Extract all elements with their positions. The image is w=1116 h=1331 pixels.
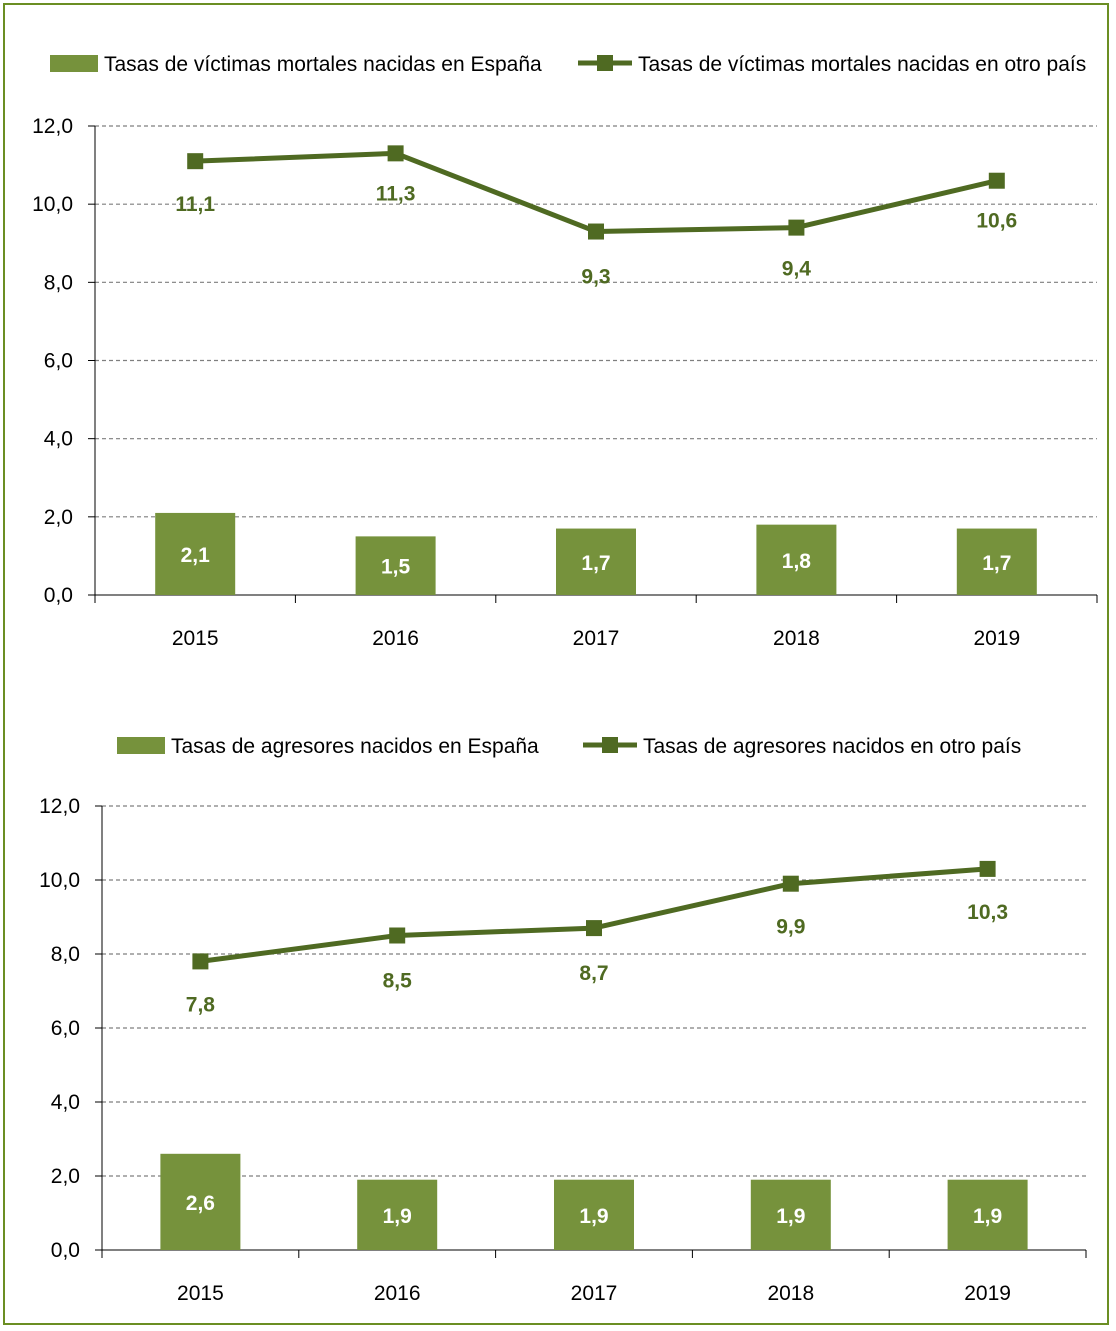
line-data-label: 10,6 [976, 210, 1017, 233]
x-tick-label: 2015 [177, 1282, 224, 1305]
y-tick-label: 0,0 [44, 584, 73, 607]
line-marker [788, 219, 805, 236]
line-marker [192, 953, 209, 970]
y-tick-label: 10,0 [39, 869, 80, 892]
line-data-label: 9,3 [581, 266, 610, 289]
bar [155, 512, 236, 595]
line-data-label: 7,8 [186, 993, 216, 1016]
series-line [200, 866, 988, 964]
bar-data-label: 1,9 [579, 1205, 608, 1228]
line-data-label: 8,7 [579, 962, 608, 985]
bar [947, 1179, 1028, 1250]
series-line [195, 150, 998, 235]
line-marker [979, 860, 996, 877]
line-marker [782, 875, 799, 892]
line-data-label: 10,3 [967, 901, 1008, 924]
x-tick-label: 2019 [973, 627, 1020, 650]
legend-swatch-bar [50, 55, 98, 72]
y-tick-label: 4,0 [44, 428, 73, 451]
y-tick-label: 0,0 [51, 1239, 80, 1262]
bar [357, 1179, 438, 1250]
bar-data-label: 1,9 [383, 1205, 412, 1228]
bar [554, 1179, 634, 1250]
legend-swatch-marker [602, 737, 618, 753]
bar [556, 528, 636, 595]
legend-label-bar: Tasas de agresores nacidos en España [171, 735, 539, 758]
y-tick-label: 6,0 [44, 350, 73, 373]
bar-data-label: 1,9 [973, 1205, 1002, 1228]
line-marker [988, 172, 1005, 189]
line-marker [389, 927, 406, 944]
y-tick-label: 10,0 [32, 193, 73, 216]
line-data-label: 11,3 [376, 182, 416, 205]
y-tick-label: 12,0 [39, 795, 80, 818]
chart-aggressors: Tasas de agresores nacidos en España Tas… [39, 735, 1087, 1305]
bar-data-label: 2,6 [186, 1192, 215, 1215]
bar-data-label: 1,7 [982, 552, 1011, 575]
legend-label-line: Tasas de víctimas mortales nacidas en ot… [638, 53, 1086, 76]
line-marker [588, 223, 604, 240]
bar-data-label: 1,8 [782, 550, 812, 573]
x-tick-label: 2016 [374, 1282, 421, 1305]
line-data-label: 9,9 [776, 916, 805, 939]
bar-data-label: 1,7 [581, 552, 610, 575]
x-tick-label: 2019 [964, 1282, 1011, 1305]
chart-frame [3, 3, 1109, 1325]
line-marker [387, 145, 404, 162]
legend-swatch-bar [117, 737, 165, 754]
y-tick-label: 12,0 [32, 115, 73, 138]
x-tick-label: 2018 [773, 627, 820, 650]
bar-data-label: 2,1 [181, 544, 211, 567]
y-tick-label: 2,0 [51, 1165, 80, 1188]
y-tick-label: 6,0 [51, 1017, 80, 1040]
x-tick-label: 2015 [172, 627, 219, 650]
bar [750, 1179, 831, 1250]
line-data-label: 11,1 [175, 193, 215, 216]
x-tick-label: 2018 [767, 1282, 814, 1305]
bar [355, 536, 436, 595]
y-tick-label: 2,0 [44, 506, 73, 529]
legend-swatch-marker [597, 55, 613, 71]
legend-label-bar: Tasas de víctimas mortales nacidas en Es… [104, 53, 542, 76]
bar [160, 1153, 241, 1250]
line-data-label: 8,5 [383, 970, 413, 993]
line-marker [586, 920, 602, 937]
x-tick-label: 2017 [573, 627, 620, 650]
y-tick-label: 8,0 [44, 271, 73, 294]
legend-label-line: Tasas de agresores nacidos en otro país [643, 735, 1021, 758]
bar-data-label: 1,9 [776, 1205, 805, 1228]
x-tick-label: 2016 [372, 627, 419, 650]
line-marker [187, 153, 204, 170]
bar [756, 524, 837, 595]
bar-data-label: 1,5 [381, 556, 411, 579]
chart-victims: Tasas de víctimas mortales nacidas en Es… [32, 53, 1098, 650]
y-tick-label: 8,0 [51, 943, 80, 966]
x-tick-label: 2017 [571, 1282, 618, 1305]
line-data-label: 9,4 [782, 258, 812, 281]
y-tick-label: 4,0 [51, 1091, 80, 1114]
bar [956, 528, 1037, 595]
